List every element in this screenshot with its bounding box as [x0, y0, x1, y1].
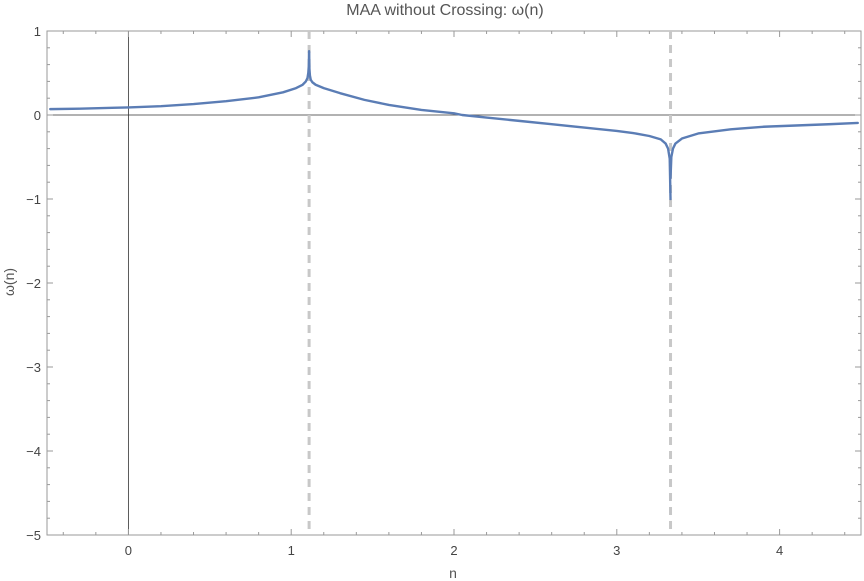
series-line: [307, 51, 672, 201]
y-tick-label: −4: [26, 444, 41, 459]
series-line: [49, 49, 311, 111]
y-tick-label: 0: [34, 108, 41, 123]
y-tick-label: −2: [26, 276, 41, 291]
y-axis-label: ω(n): [1, 268, 17, 296]
x-tick-label: 0: [125, 543, 132, 558]
x-axis-label: n: [449, 565, 457, 581]
y-tick-label: 1: [34, 24, 41, 39]
x-tick-label: 1: [288, 543, 295, 558]
x-tick-label: 4: [776, 543, 783, 558]
series-line: [669, 121, 859, 180]
y-tick-label: −3: [26, 360, 41, 375]
chart-title: MAA without Crossing: ω(n): [346, 2, 543, 19]
y-tick-label: −1: [26, 192, 41, 207]
y-tick-label: −5: [26, 528, 41, 543]
x-tick-label: 2: [450, 543, 457, 558]
x-tick-label: 3: [613, 543, 620, 558]
